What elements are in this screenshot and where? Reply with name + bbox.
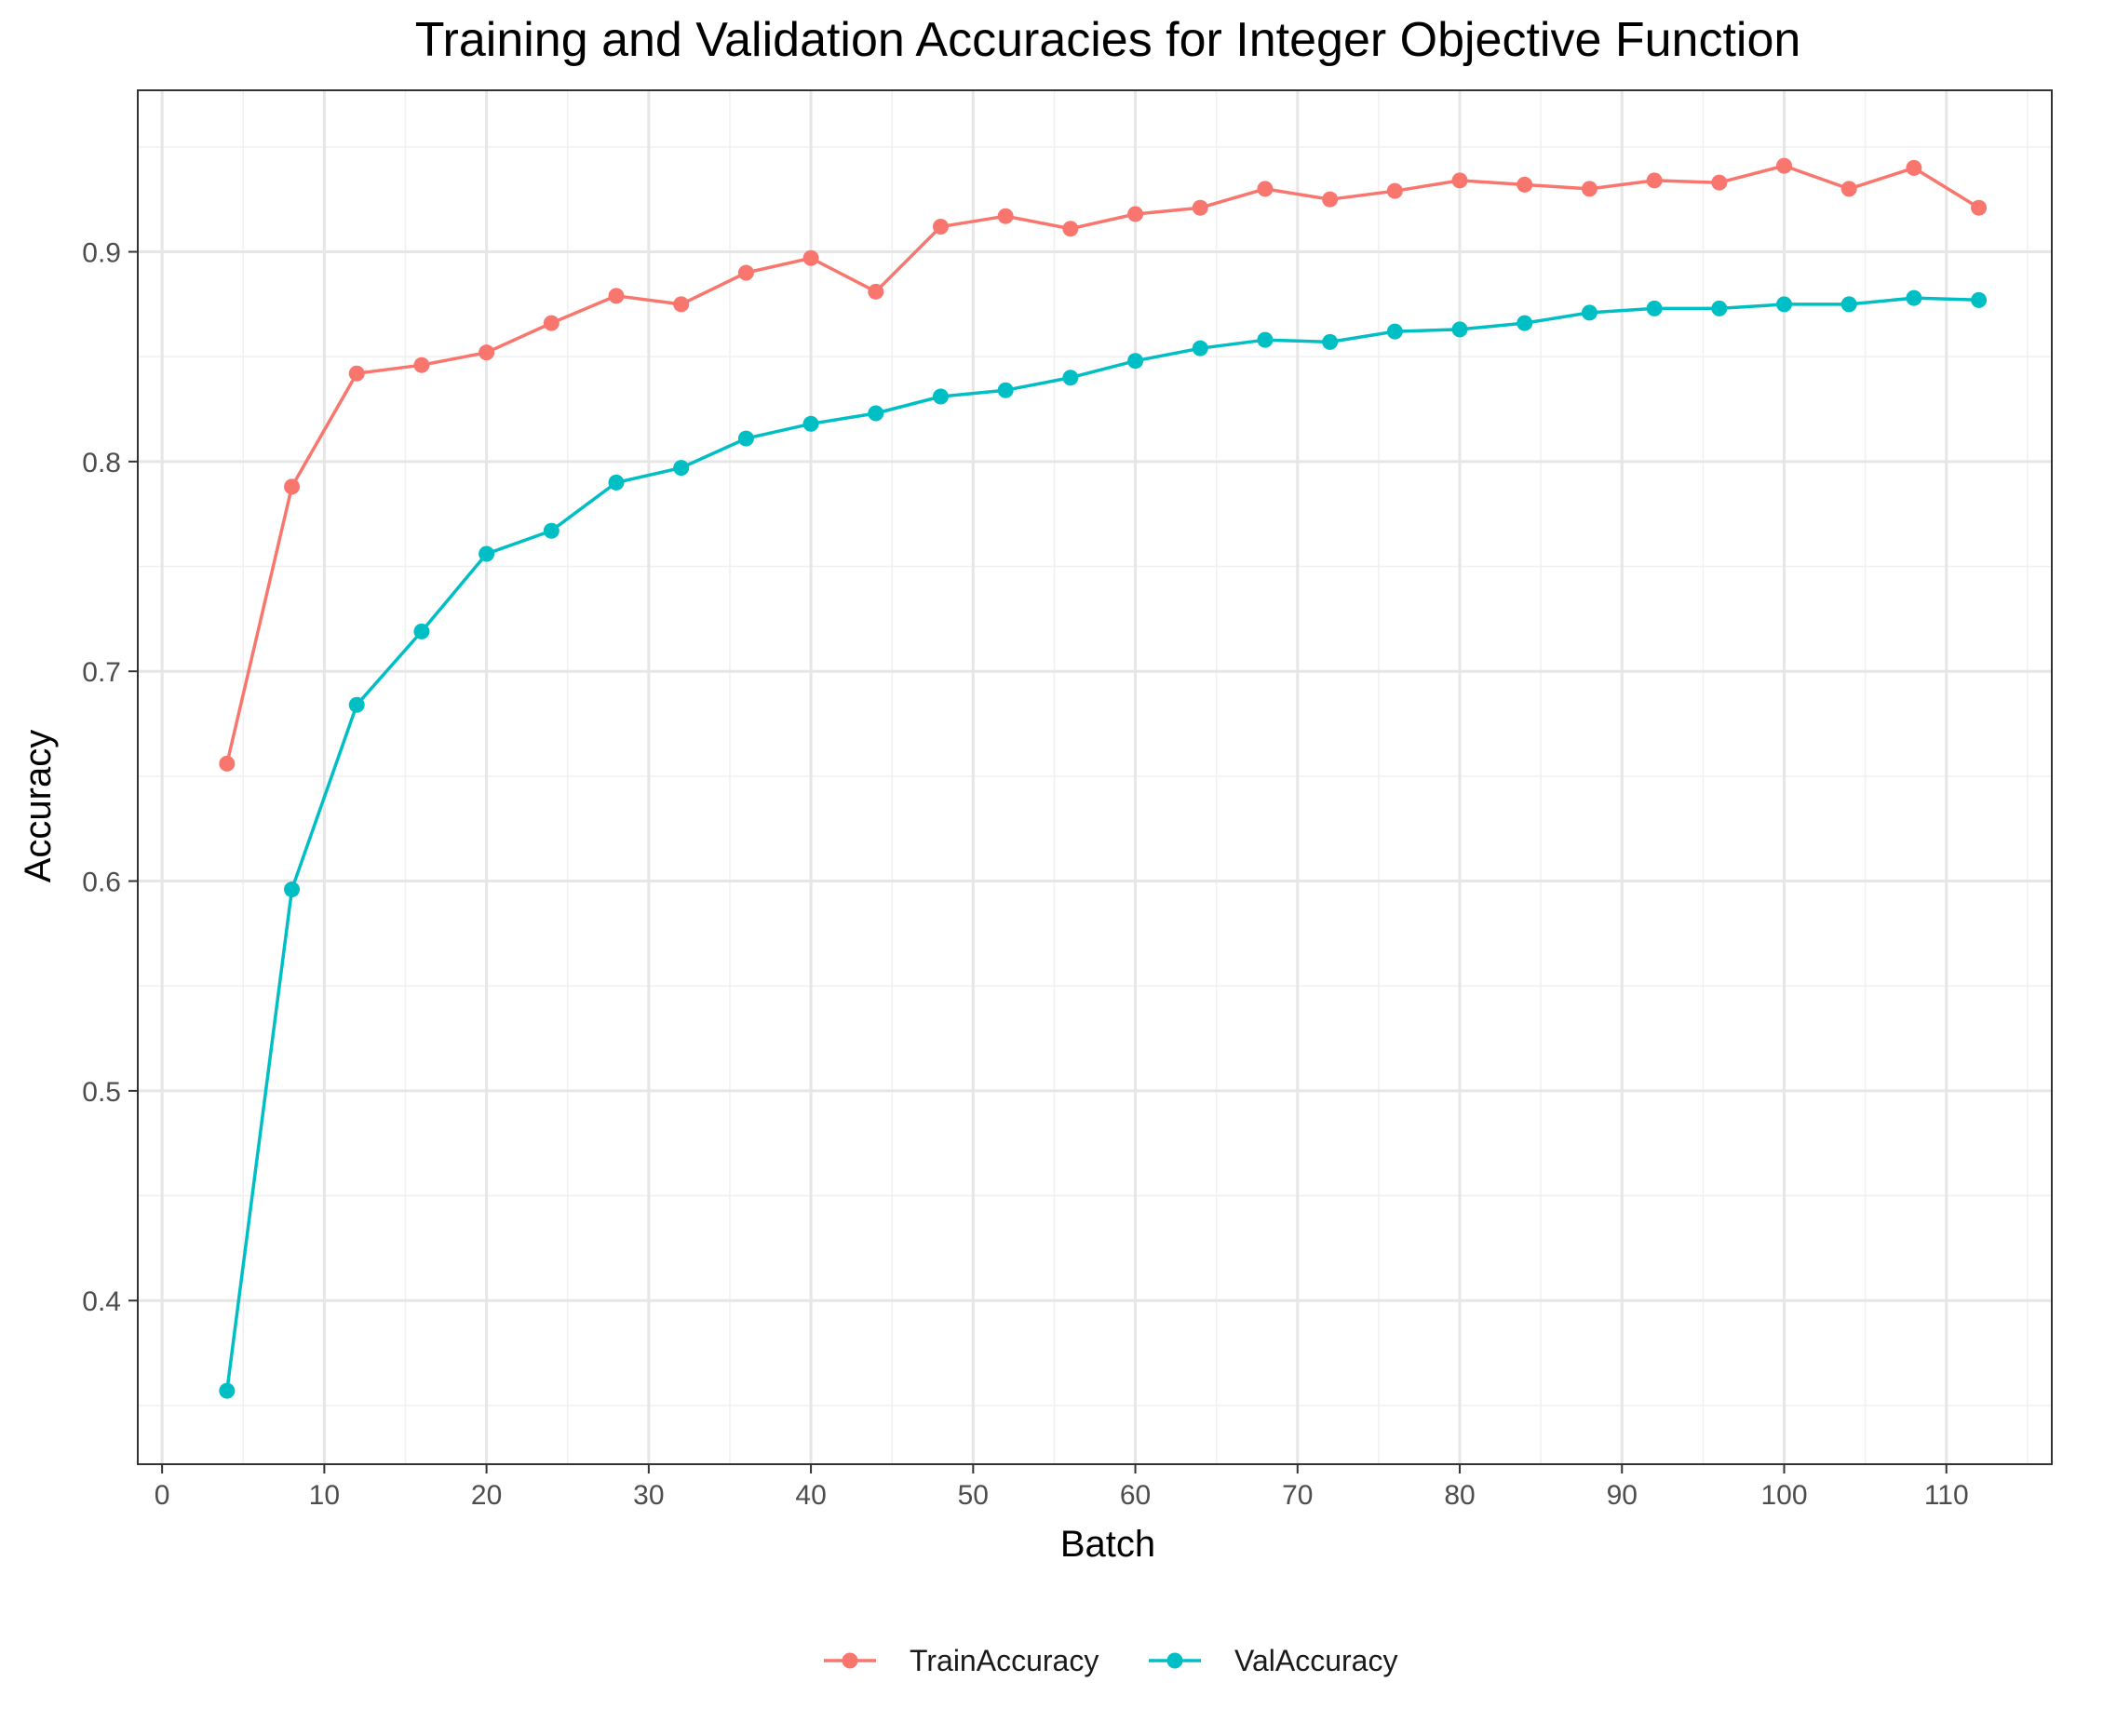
data-point-TrainAccuracy [543,315,559,331]
y-tick-label: 0.8 [82,448,121,478]
y-tick-label: 0.5 [82,1077,121,1108]
data-point-ValAccuracy [1517,315,1533,331]
legend-label: TrainAccuracy [910,1644,1099,1677]
data-point-ValAccuracy [219,1382,236,1399]
x-tick-label: 10 [309,1480,340,1511]
data-point-ValAccuracy [1127,353,1144,370]
data-point-ValAccuracy [1840,296,1857,313]
series-line-TrainAccuracy [225,164,1981,766]
data-point-ValAccuracy [543,522,559,539]
y-tick-label: 0.6 [82,868,121,898]
panel-border [137,89,2053,1465]
x-tick-label: 20 [471,1480,502,1511]
data-point-TrainAccuracy [1776,157,1793,174]
data-point-TrainAccuracy [1840,181,1857,197]
data-point-ValAccuracy [1776,296,1793,313]
data-point-ValAccuracy [802,415,819,432]
x-tick-label: 40 [795,1480,826,1511]
data-point-TrainAccuracy [673,296,690,313]
data-point-TrainAccuracy [737,264,754,281]
data-point-TrainAccuracy [802,249,819,266]
data-point-ValAccuracy [413,623,430,639]
legend-key-point [1166,1652,1183,1669]
x-tick-label: 0 [155,1480,170,1511]
data-point-TrainAccuracy [284,478,301,495]
data-point-ValAccuracy [932,388,949,405]
data-point-TrainAccuracy [868,283,884,300]
x-tick-label: 100 [1760,1480,1807,1511]
data-point-TrainAccuracy [1646,172,1663,189]
data-point-TrainAccuracy [1192,199,1208,216]
legend-label: ValAccuracy [1234,1644,1397,1677]
data-point-ValAccuracy [284,881,301,898]
plot-area: 0 10 20 30 40 50 60 70 80 90 100 110 0.4 0.5 0.6 0.7 0.8… [82,89,2053,1511]
data-point-TrainAccuracy [997,208,1014,224]
legend-key-point [842,1652,858,1669]
series-line-ValAccuracy [225,296,1981,1393]
data-point-TrainAccuracy [1517,176,1533,193]
data-point-TrainAccuracy [932,218,949,235]
y-tick-label: 0.9 [82,238,121,269]
data-point-TrainAccuracy [413,357,430,373]
data-point-ValAccuracy [608,474,625,491]
y-tick-label: 0.7 [82,657,121,688]
y-axis-title: Accuracy [18,730,59,883]
data-point-ValAccuracy [479,545,495,562]
x-axis-title: Batch [1060,1524,1155,1565]
data-point-ValAccuracy [997,382,1014,398]
data-point-ValAccuracy [1322,333,1339,350]
data-point-TrainAccuracy [1971,199,1988,216]
data-point-TrainAccuracy [1451,172,1468,189]
data-point-ValAccuracy [1192,340,1208,357]
x-tick-label: 110 [1924,1480,1969,1511]
data-point-ValAccuracy [737,430,754,447]
x-tick-label: 30 [633,1480,664,1511]
data-point-TrainAccuracy [479,344,495,361]
data-point-TrainAccuracy [1257,181,1274,197]
legend: TrainAccuracy ValAccuracy [824,1644,1397,1677]
data-point-TrainAccuracy [1711,174,1728,191]
data-point-ValAccuracy [1257,331,1274,348]
chart-title: Training and Validation Accuracies for I… [415,13,1801,67]
data-point-ValAccuracy [348,696,365,713]
data-point-TrainAccuracy [348,365,365,382]
x-tick-label: 70 [1282,1480,1313,1511]
data-point-ValAccuracy [1451,321,1468,338]
data-point-TrainAccuracy [1386,182,1403,199]
y-tick-label: 0.4 [82,1286,121,1317]
data-point-ValAccuracy [1711,300,1728,316]
data-point-TrainAccuracy [1906,159,1922,176]
data-point-TrainAccuracy [1062,221,1079,237]
data-point-TrainAccuracy [219,755,236,772]
data-point-ValAccuracy [1906,289,1922,306]
data-point-TrainAccuracy [608,288,625,304]
data-point-TrainAccuracy [1581,181,1597,197]
x-tick-label: 50 [958,1480,989,1511]
x-tick-label: 80 [1444,1480,1475,1511]
data-point-TrainAccuracy [1322,191,1339,208]
x-tick-label: 60 [1120,1480,1151,1511]
data-point-TrainAccuracy [1127,206,1144,222]
data-point-ValAccuracy [673,460,690,477]
data-point-ValAccuracy [1581,304,1597,321]
data-point-ValAccuracy [868,405,884,422]
data-point-ValAccuracy [1971,291,1988,308]
x-tick-label: 90 [1607,1480,1638,1511]
data-point-ValAccuracy [1646,300,1663,316]
data-point-ValAccuracy [1386,323,1403,340]
data-point-ValAccuracy [1062,370,1079,386]
